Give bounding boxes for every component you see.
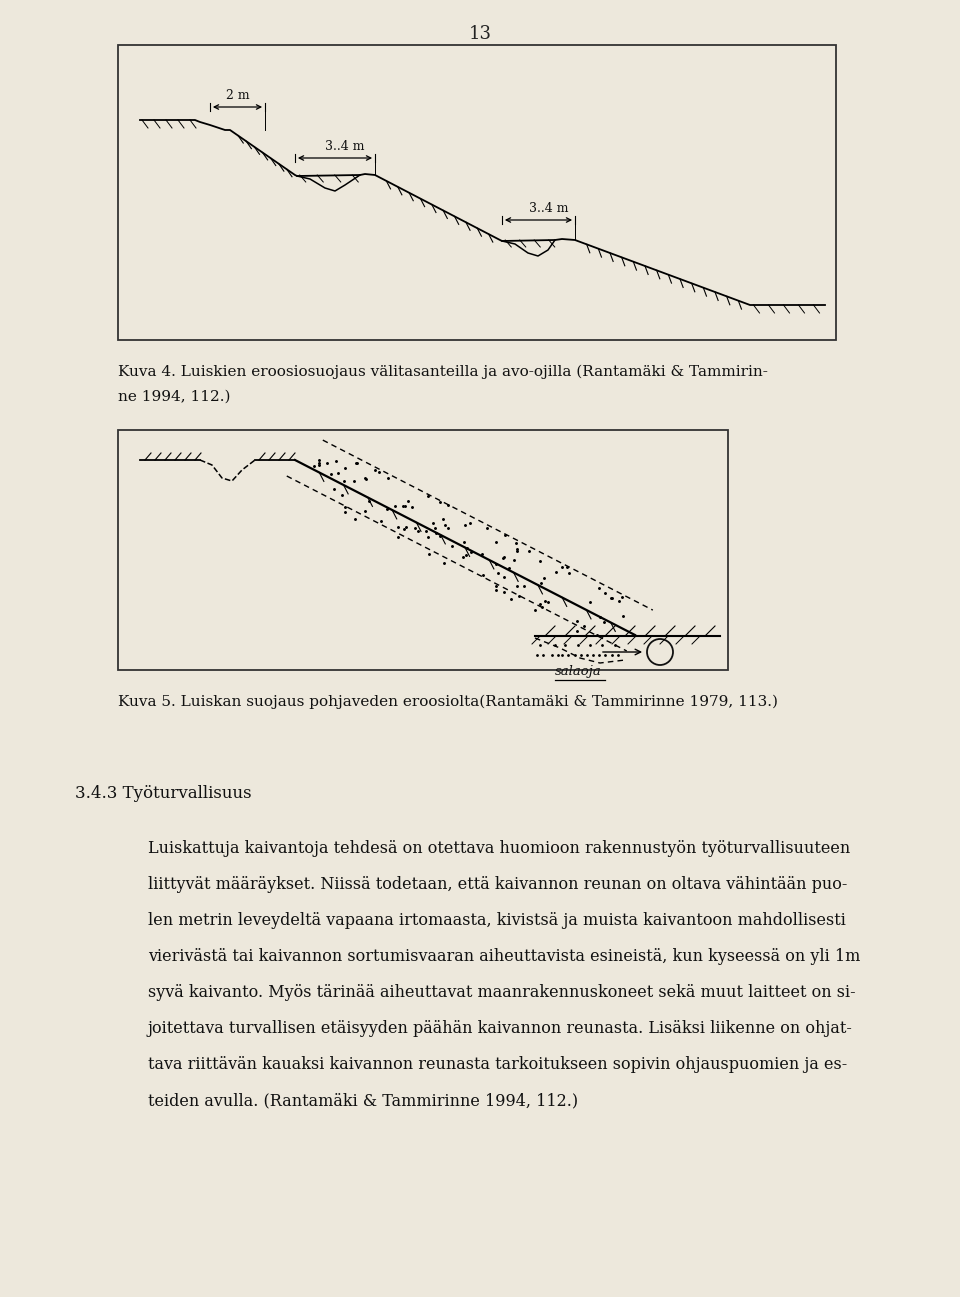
Text: tava riittävän kauaksi kaivannon reunasta tarkoitukseen sopivin ohjauspuomien ja: tava riittävän kauaksi kaivannon reunast…	[148, 1056, 848, 1073]
Text: Luiskattuja kaivantoja tehdesä on otettava huomioon rakennustyön työturvallisuut: Luiskattuja kaivantoja tehdesä on otetta…	[148, 840, 851, 857]
Text: 3..4 m: 3..4 m	[529, 202, 568, 215]
Text: salaoja: salaoja	[555, 665, 602, 678]
Text: syvä kaivanto. Myös tärinää aiheuttavat maanrakennuskoneet sekä muut laitteet on: syvä kaivanto. Myös tärinää aiheuttavat …	[148, 984, 855, 1001]
Text: 13: 13	[468, 25, 492, 43]
Text: 3..4 m: 3..4 m	[325, 140, 365, 153]
Text: liittyvät määräykset. Niissä todetaan, että kaivannon reunan on oltava vähintään: liittyvät määräykset. Niissä todetaan, e…	[148, 875, 848, 894]
Text: ne 1994, 112.): ne 1994, 112.)	[118, 390, 230, 403]
Text: 2 m: 2 m	[226, 89, 250, 102]
Bar	[118, 45, 836, 340]
Text: vierivästä tai kaivannon sortumisvaaran aiheuttavista esineistä, kun kyseessä on: vierivästä tai kaivannon sortumisvaaran …	[148, 948, 860, 965]
Text: teiden avulla. (Rantamäki & Tammirinne 1994, 112.): teiden avulla. (Rantamäki & Tammirinne 1…	[148, 1092, 578, 1109]
Text: joitettava turvallisen etäisyyden päähän kaivannon reunasta. Lisäksi liikenne on: joitettava turvallisen etäisyyden päähän…	[148, 1019, 852, 1038]
Text: 3.4.3 Työturvallisuus: 3.4.3 Työturvallisuus	[75, 785, 252, 802]
Text: Kuva 5. Luiskan suojaus pohjaveden eroosiolta(Rantamäki & Tammirinne 1979, 113.): Kuva 5. Luiskan suojaus pohjaveden eroos…	[118, 695, 778, 709]
Bar	[118, 431, 728, 671]
Text: len metrin leveydeltä vapaana irtomaasta, kivistsä ja muista kaivantoon mahdolli: len metrin leveydeltä vapaana irtomaasta…	[148, 912, 846, 929]
Text: Kuva 4. Luiskien eroosiosuojaus välitasanteilla ja avo-ojilla (Rantamäki & Tammi: Kuva 4. Luiskien eroosiosuojaus välitasa…	[118, 364, 768, 380]
